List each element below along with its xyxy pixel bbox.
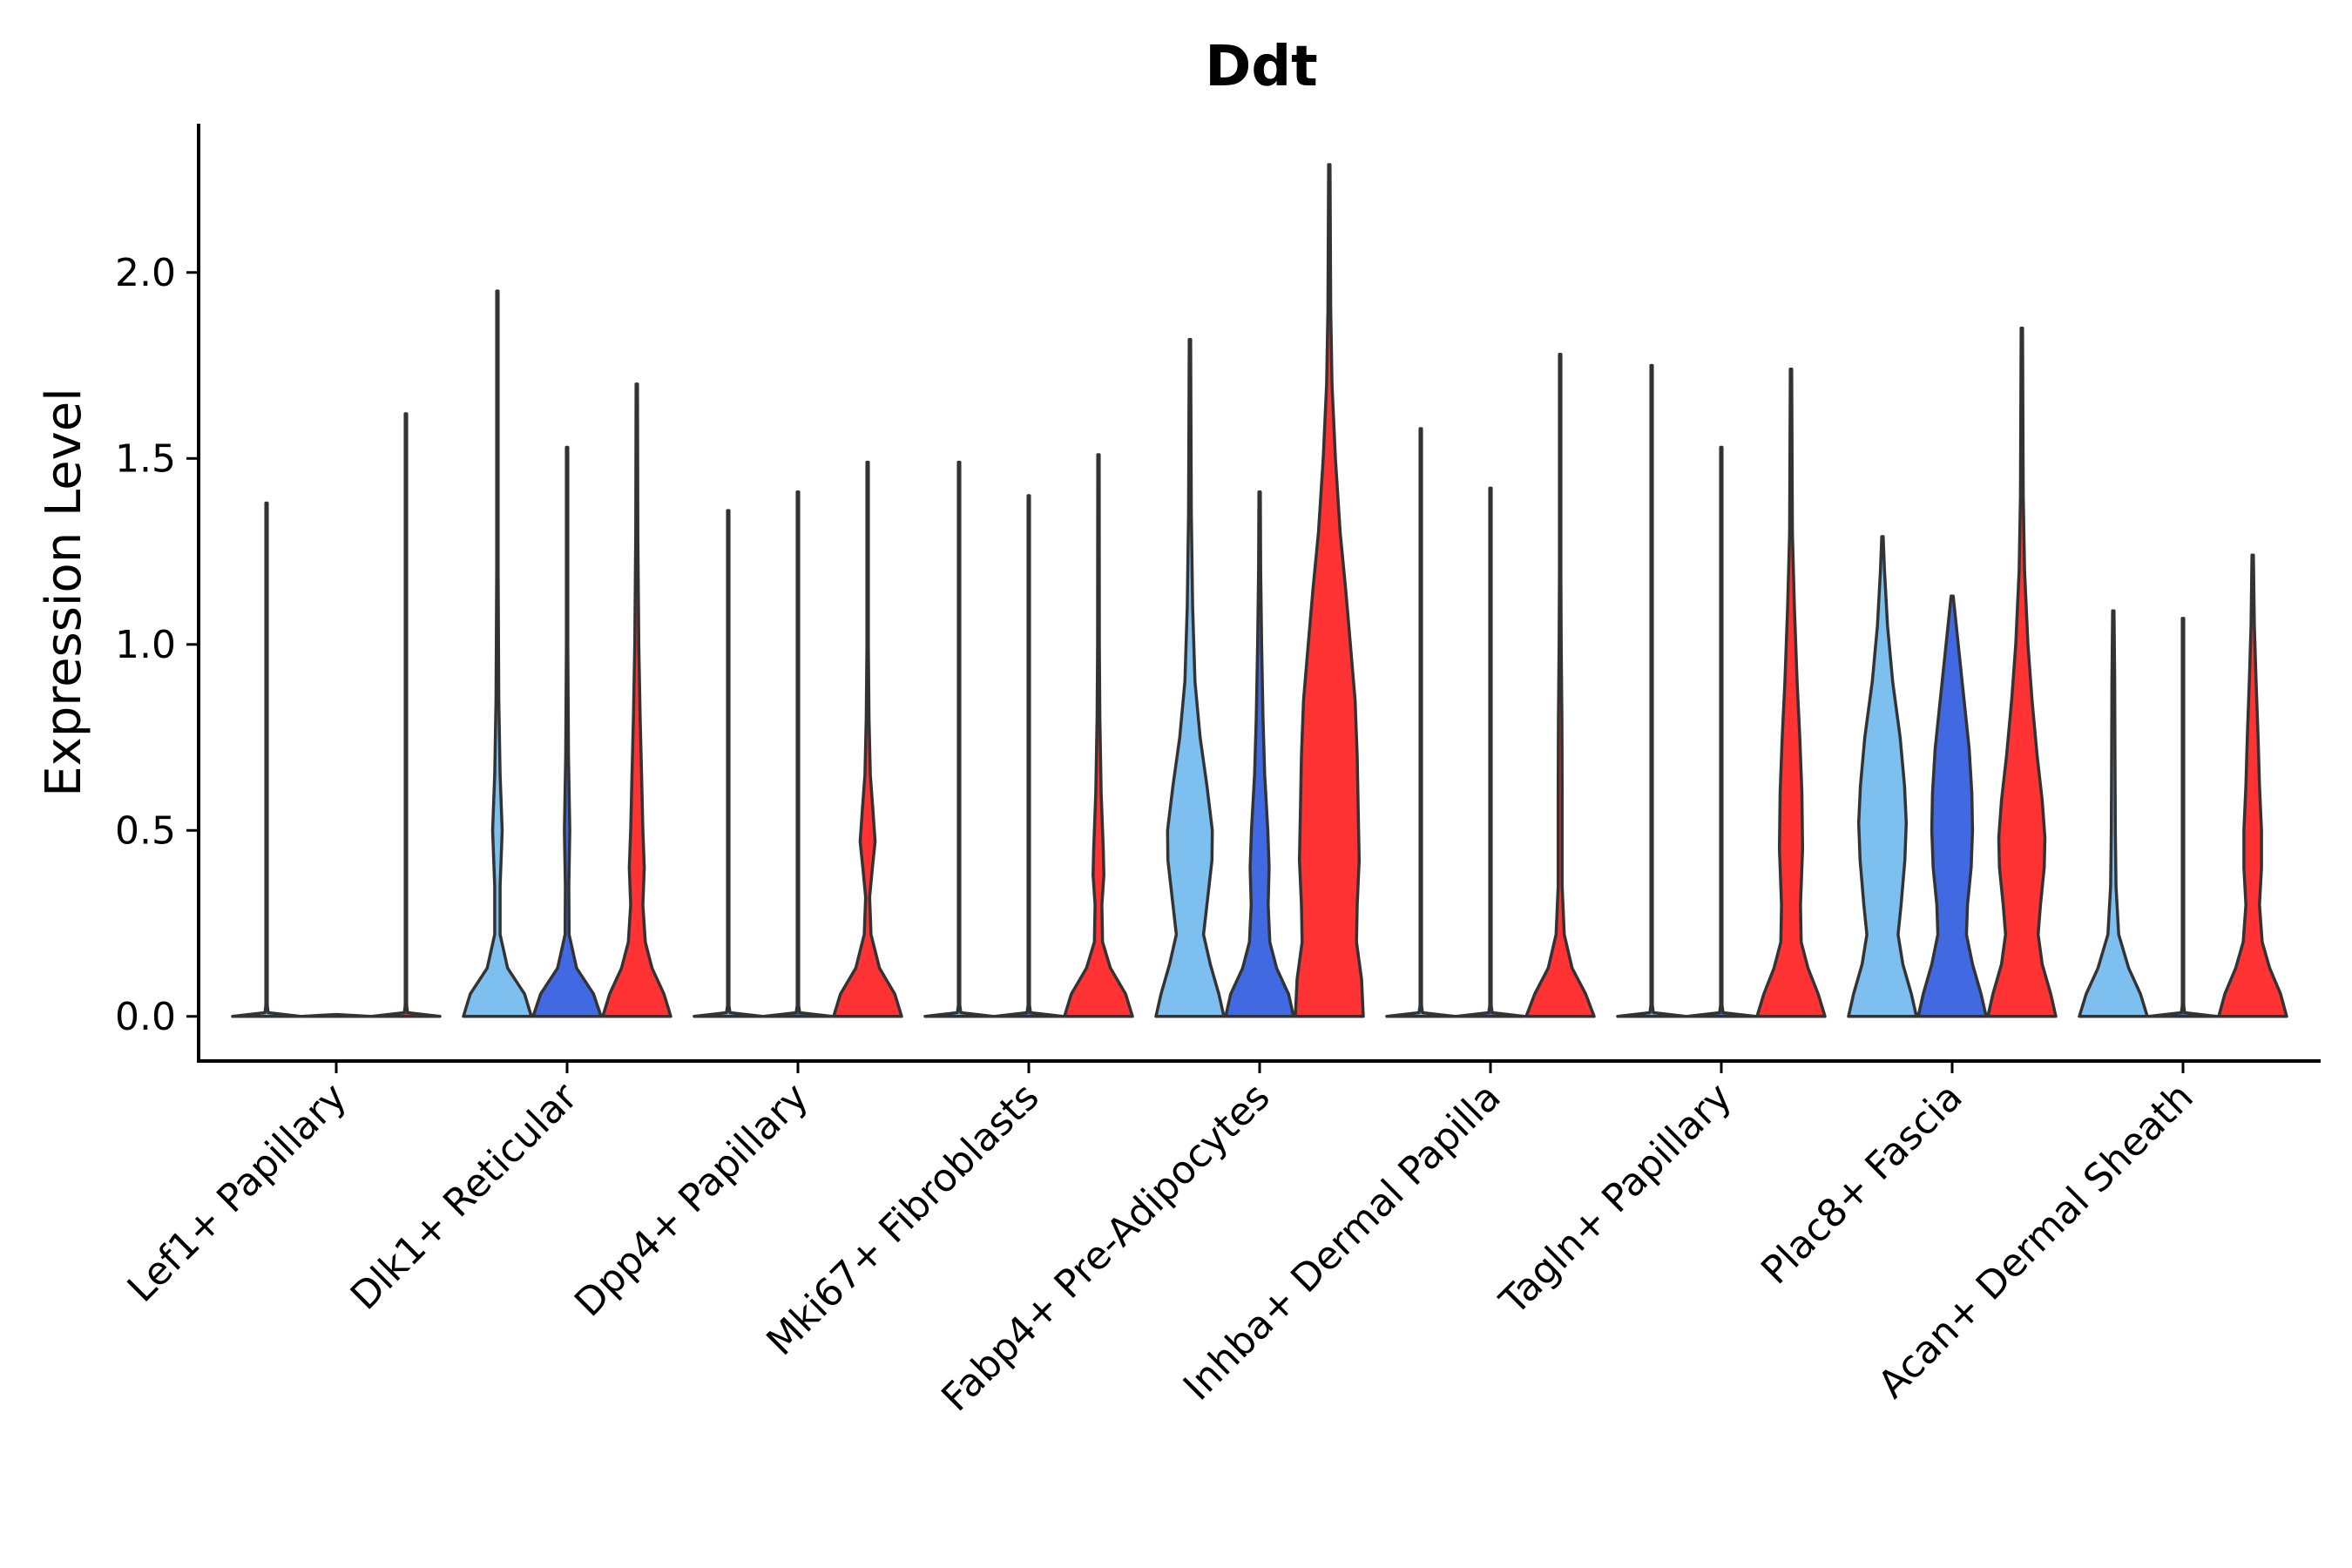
x-tick-label: Lef1+ Papillary	[119, 1075, 355, 1311]
violin-light-7	[1616, 363, 1687, 1018]
violin-mid-7	[1686, 445, 1757, 1018]
violin-red-6	[1524, 352, 1596, 1018]
violin-light-3	[693, 509, 764, 1018]
x-tick-label: Plac8+ Fascia	[1753, 1075, 1971, 1294]
y-tick-label: 1.5	[115, 436, 176, 481]
violin-light-8	[1847, 535, 1918, 1018]
violin-mid-1	[301, 1012, 372, 1018]
violin-mid-6	[1455, 486, 1526, 1018]
violin-red-2	[601, 382, 672, 1018]
violin-red-1	[370, 412, 442, 1018]
violin-mid-9	[2147, 617, 2219, 1018]
y-axis-label: Expression Level	[36, 388, 92, 797]
violin-mid-3	[762, 490, 834, 1018]
violin-red-3	[832, 460, 903, 1018]
violin-light-4	[923, 460, 995, 1018]
violin-red-4	[1063, 453, 1134, 1018]
violin-group	[231, 163, 2288, 1018]
chart-title: Ddt	[1205, 35, 1318, 99]
violin-red-5	[1294, 163, 1365, 1018]
y-tick-label: 0.5	[115, 808, 176, 853]
violin-light-1	[231, 501, 302, 1018]
violin-red-9	[2217, 553, 2288, 1018]
violin-light-2	[462, 289, 533, 1018]
y-tick-label: 1.0	[115, 623, 176, 667]
violin-mid-4	[993, 494, 1064, 1018]
x-tick-label: Dpp4+ Papillary	[566, 1075, 817, 1326]
violin-red-8	[1986, 327, 2058, 1018]
violin-mid-2	[531, 445, 603, 1018]
y-axis-ticks: 0.0 0.5 1.0 1.5 2.0	[115, 251, 199, 1039]
violin-red-7	[1755, 368, 1827, 1018]
violin-light-5	[1154, 337, 1226, 1018]
violin-mid-8	[1916, 594, 1988, 1018]
x-tick-label: Tagln+ Papillary	[1491, 1075, 1740, 1324]
y-tick-label: 0.0	[115, 995, 176, 1039]
violin-light-6	[1385, 427, 1456, 1018]
violin-light-9	[2078, 609, 2149, 1018]
y-tick-label: 2.0	[115, 251, 176, 295]
violin-mid-5	[1224, 490, 1295, 1018]
x-tick-label: Dlk1+ Reticular	[342, 1074, 587, 1319]
